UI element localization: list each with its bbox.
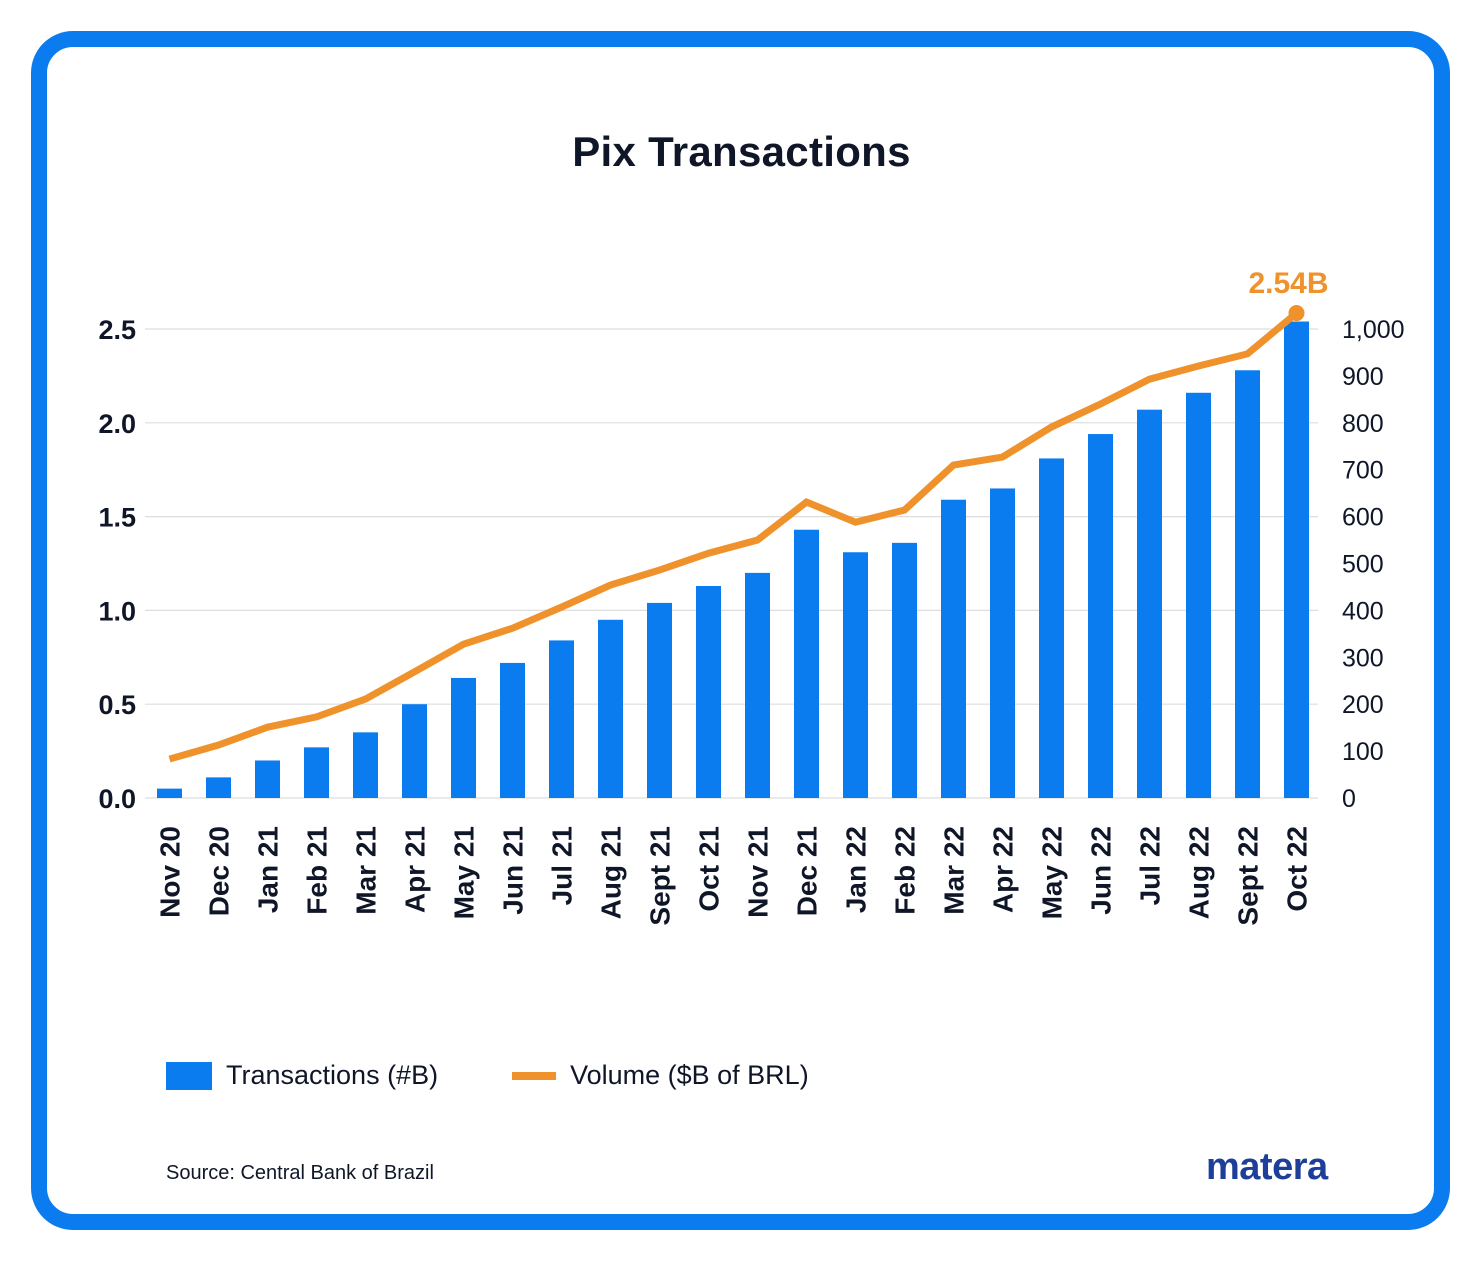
y-left-tick-label: 1.0 bbox=[98, 596, 136, 626]
x-tick-label: Apr 21 bbox=[400, 826, 431, 913]
line-point bbox=[1288, 305, 1305, 322]
x-tick-label: Oct 21 bbox=[694, 826, 725, 912]
x-tick-label: Dec 21 bbox=[792, 826, 823, 916]
bar bbox=[647, 602, 672, 798]
bar bbox=[157, 788, 182, 798]
x-tick-label: Aug 22 bbox=[1184, 826, 1215, 919]
bar bbox=[451, 677, 476, 798]
legend-label-transactions: Transactions (#B) bbox=[226, 1060, 439, 1090]
y-left-tick-label: 0.0 bbox=[98, 784, 136, 814]
y-axis-right: 0 100 200 300 400 500 600 700 800 900 1,000 bbox=[1342, 316, 1405, 813]
bar bbox=[304, 747, 329, 798]
x-tick-label: Feb 22 bbox=[890, 826, 921, 915]
legend-item-transactions: Transactions (#B) bbox=[166, 1060, 438, 1091]
y-left-tick-label: 2.5 bbox=[98, 315, 136, 345]
x-tick-label: Feb 21 bbox=[302, 826, 333, 915]
bar bbox=[353, 732, 378, 798]
data-label-peak: 2.54B bbox=[1248, 267, 1328, 300]
y-axis-left: 0.0 0.5 1.0 1.5 2.0 2.5 bbox=[98, 315, 136, 814]
legend: Transactions (#B) Volume ($B of BRL) bbox=[166, 1060, 809, 1091]
bar bbox=[892, 542, 917, 798]
x-tick-label: Dec 20 bbox=[204, 826, 235, 916]
x-tick-label: Mar 21 bbox=[351, 826, 382, 915]
y-right-tick-label: 100 bbox=[1342, 738, 1384, 766]
y-right-tick-label: 800 bbox=[1342, 410, 1384, 438]
x-tick-label: Sept 22 bbox=[1233, 826, 1264, 926]
bar bbox=[843, 552, 868, 798]
bar bbox=[500, 662, 525, 798]
y-left-tick-label: 0.5 bbox=[98, 690, 136, 720]
x-axis-labels: Nov 20 Dec 20 Jan 21 Feb 21 Mar 21 Apr 21 May … bbox=[155, 826, 1313, 926]
x-tick-label: Apr 22 bbox=[988, 826, 1019, 913]
bar bbox=[941, 499, 966, 798]
bar bbox=[255, 760, 280, 798]
y-right-tick-label: 300 bbox=[1342, 644, 1384, 672]
bar bbox=[1235, 370, 1260, 798]
y-left-tick-label: 2.0 bbox=[98, 409, 136, 439]
chart: 0.0 0.5 1.0 1.5 2.0 2.5 0 100 200 300 400 500 600 70… bbox=[98, 267, 1405, 926]
y-left-tick-label: 1.5 bbox=[98, 503, 136, 533]
y-right-tick-label: 900 bbox=[1342, 363, 1384, 391]
chart-title: Pix Transactions bbox=[572, 128, 911, 175]
legend-item-volume: Volume ($B of BRL) bbox=[438, 1060, 809, 1091]
x-tick-label: Jul 21 bbox=[547, 826, 578, 905]
x-tick-label: Mar 22 bbox=[939, 826, 970, 915]
bar bbox=[549, 640, 574, 798]
x-tick-label: Aug 21 bbox=[596, 826, 627, 919]
x-tick-label: Nov 20 bbox=[155, 826, 186, 918]
bar bbox=[1137, 409, 1162, 798]
bar bbox=[1284, 321, 1309, 798]
x-tick-label: May 22 bbox=[1037, 826, 1068, 919]
x-tick-label: Jun 21 bbox=[498, 826, 529, 915]
legend-label-volume: Volume ($B of BRL) bbox=[570, 1060, 809, 1090]
x-tick-label: Nov 21 bbox=[743, 826, 774, 918]
y-right-tick-label: 400 bbox=[1342, 597, 1384, 625]
legend-swatch-line bbox=[512, 1071, 557, 1080]
source-note: Source: Central Bank of Brazil bbox=[166, 1162, 434, 1184]
x-tick-label: Sept 21 bbox=[645, 826, 676, 926]
y-right-tick-label: 600 bbox=[1342, 504, 1384, 532]
bar bbox=[598, 619, 623, 798]
bar bbox=[794, 529, 819, 798]
x-tick-label: May 21 bbox=[449, 826, 480, 919]
y-right-tick-label: 200 bbox=[1342, 691, 1384, 719]
y-right-tick-label: 0 bbox=[1342, 785, 1356, 813]
volume-line bbox=[168, 310, 1299, 763]
bar bbox=[990, 488, 1015, 798]
gridlines bbox=[145, 328, 1318, 799]
bar bbox=[745, 572, 770, 798]
line-series bbox=[168, 305, 1305, 763]
bar bbox=[1088, 434, 1113, 798]
x-tick-label: Jul 22 bbox=[1135, 826, 1166, 905]
x-tick-label: Jun 22 bbox=[1086, 826, 1117, 915]
bar bbox=[206, 777, 231, 798]
bar bbox=[402, 704, 427, 798]
y-right-tick-label: 1,000 bbox=[1342, 316, 1405, 344]
y-right-tick-label: 500 bbox=[1342, 551, 1384, 579]
x-tick-label: Jan 22 bbox=[841, 826, 872, 913]
bar bbox=[696, 586, 721, 798]
bar bbox=[1186, 392, 1211, 798]
y-right-tick-label: 700 bbox=[1342, 457, 1384, 485]
brand-logo: matera bbox=[1206, 1146, 1328, 1188]
x-tick-label: Jan 21 bbox=[253, 826, 284, 913]
card-frame bbox=[31, 31, 1450, 1230]
bar bbox=[1039, 458, 1064, 798]
bar-series bbox=[157, 321, 1309, 798]
legend-swatch-bar bbox=[166, 1061, 212, 1090]
x-tick-label: Oct 22 bbox=[1282, 826, 1313, 912]
